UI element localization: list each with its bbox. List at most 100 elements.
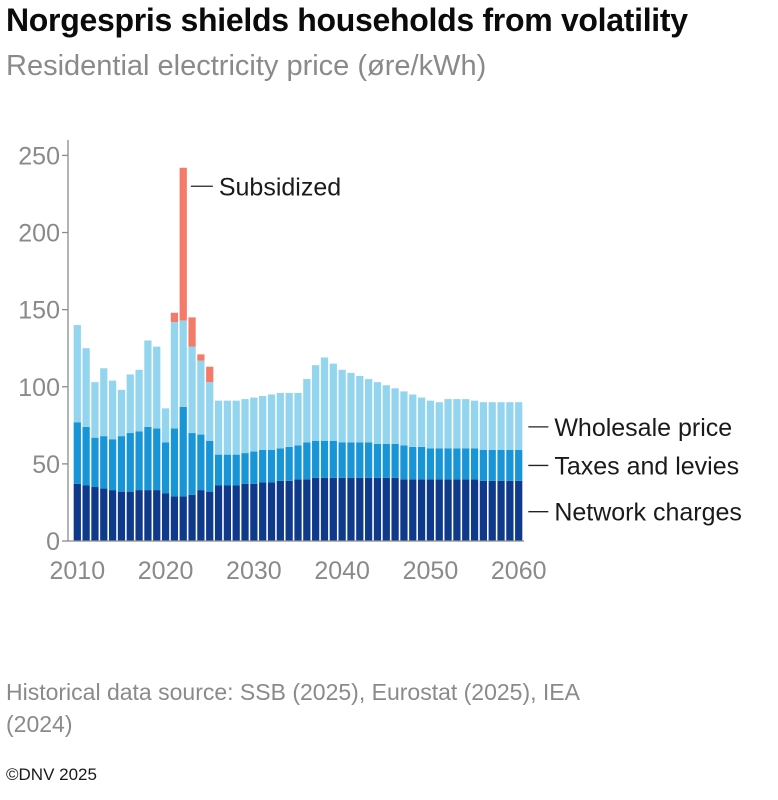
bar-wholesale-2057 — [488, 402, 496, 450]
bar-taxes-2040 — [338, 442, 346, 478]
bar-network-2025 — [206, 491, 214, 541]
data-source-note: Historical data source: SSB (2025), Euro… — [6, 679, 579, 737]
bar-taxes-2018 — [144, 426, 152, 491]
bar-taxes-2027 — [223, 454, 231, 486]
bar-taxes-2030 — [250, 451, 258, 484]
x-tick-label-2020: 2020 — [138, 557, 194, 585]
bar-network-2033 — [276, 480, 284, 541]
bar-subsidized-2021 — [170, 312, 179, 322]
bar-network-2031 — [259, 482, 267, 541]
bar-wholesale-2053 — [453, 399, 461, 449]
bar-network-2048 — [409, 479, 417, 541]
bar-taxes-2053 — [453, 448, 461, 480]
bar-network-2018 — [144, 490, 152, 541]
bar-network-2032 — [267, 482, 276, 541]
bar-network-2036 — [303, 479, 311, 541]
bar-taxes-2020 — [161, 442, 170, 494]
bar-taxes-2048 — [409, 446, 417, 480]
chart-title: Norgespris shields households from volat… — [6, 2, 688, 38]
x-tick-label-2030: 2030 — [226, 557, 282, 585]
bar-network-2050 — [426, 479, 435, 541]
bar-wholesale-2059 — [506, 402, 514, 450]
bar-wholesale-2032 — [267, 394, 276, 450]
bar-network-2052 — [444, 479, 452, 541]
bar-network-2017 — [135, 490, 143, 541]
bar-network-2026 — [214, 485, 223, 541]
bar-taxes-2055 — [470, 448, 479, 480]
bar-network-2021 — [170, 496, 179, 541]
bar-wholesale-2016 — [126, 374, 134, 434]
bar-network-2045 — [382, 477, 390, 541]
bar-taxes-2011 — [82, 426, 90, 486]
bar-network-2023 — [188, 494, 196, 541]
bar-wholesale-2054 — [462, 399, 470, 449]
bar-taxes-2010 — [73, 422, 81, 484]
bar-taxes-2052 — [444, 448, 452, 480]
bar-taxes-2033 — [276, 448, 284, 481]
bar-network-2059 — [506, 480, 514, 541]
bar-taxes-2023 — [188, 433, 196, 495]
bar-network-2010 — [73, 483, 81, 541]
bar-taxes-2032 — [267, 450, 276, 483]
bar-wholesale-2012 — [91, 382, 99, 438]
y-tick-label-250: 250 — [18, 142, 60, 170]
bar-wholesale-2051 — [435, 402, 443, 449]
bar-network-2022 — [179, 496, 187, 541]
bar-taxes-2025 — [206, 440, 214, 492]
bar-network-2019 — [153, 490, 161, 541]
bar-network-2047 — [400, 479, 408, 541]
bar-wholesale-2017 — [135, 369, 143, 432]
bar-wholesale-2038 — [320, 357, 329, 441]
bar-wholesale-2024 — [197, 360, 205, 435]
y-tick-label-0: 0 — [46, 528, 60, 556]
bar-taxes-2036 — [303, 442, 311, 480]
bar-network-2013 — [100, 488, 108, 541]
bar-network-2055 — [470, 479, 479, 541]
bar-wholesale-2035 — [294, 392, 302, 446]
bar-network-2030 — [250, 483, 258, 541]
bar-wholesale-2042 — [356, 375, 364, 443]
copyright-notice: ©DNV 2025 — [6, 765, 97, 784]
bar-wholesale-2033 — [276, 392, 284, 449]
bar-wholesale-2055 — [470, 400, 479, 449]
bar-taxes-2035 — [294, 445, 302, 480]
bar-taxes-2041 — [347, 442, 355, 478]
bar-wholesale-2047 — [400, 391, 408, 446]
bar-taxes-2045 — [382, 443, 390, 478]
bar-network-2011 — [82, 485, 90, 541]
bar-wholesale-2037 — [312, 365, 320, 441]
bar-network-2024 — [197, 490, 205, 541]
bar-wholesale-2021 — [170, 321, 179, 429]
bar-wholesale-2015 — [117, 389, 126, 437]
bar-taxes-2059 — [506, 450, 514, 481]
bar-subsidized-2024 — [197, 354, 205, 361]
bar-taxes-2051 — [435, 448, 443, 480]
bar-network-2020 — [161, 493, 170, 541]
bar-network-2043 — [365, 477, 373, 541]
bar-subsidized-2023 — [188, 317, 196, 347]
bar-wholesale-2045 — [382, 385, 390, 444]
bar-taxes-2039 — [329, 440, 337, 478]
bar-network-2042 — [356, 477, 364, 541]
bar-network-2058 — [497, 480, 505, 541]
bar-wholesale-2029 — [241, 399, 249, 454]
bar-wholesale-2027 — [223, 400, 231, 455]
bar-network-2039 — [329, 477, 337, 541]
bar-wholesale-2043 — [365, 379, 373, 443]
bar-taxes-2046 — [391, 443, 399, 478]
bar-network-2060 — [515, 480, 523, 541]
bar-taxes-2037 — [312, 440, 320, 478]
bar-taxes-2038 — [320, 440, 329, 478]
bar-network-2049 — [417, 479, 426, 541]
bar-network-2057 — [488, 480, 496, 541]
bar-network-2015 — [117, 491, 126, 541]
bar-network-2056 — [479, 480, 488, 541]
bar-taxes-2012 — [91, 437, 99, 488]
bar-subsidized-2022 — [179, 167, 187, 321]
bar-wholesale-2040 — [338, 369, 346, 443]
bar-taxes-2043 — [365, 442, 373, 478]
bar-taxes-2050 — [426, 448, 435, 480]
bar-taxes-2019 — [153, 428, 161, 491]
bar-taxes-2026 — [214, 454, 223, 486]
bar-network-2034 — [285, 480, 293, 541]
